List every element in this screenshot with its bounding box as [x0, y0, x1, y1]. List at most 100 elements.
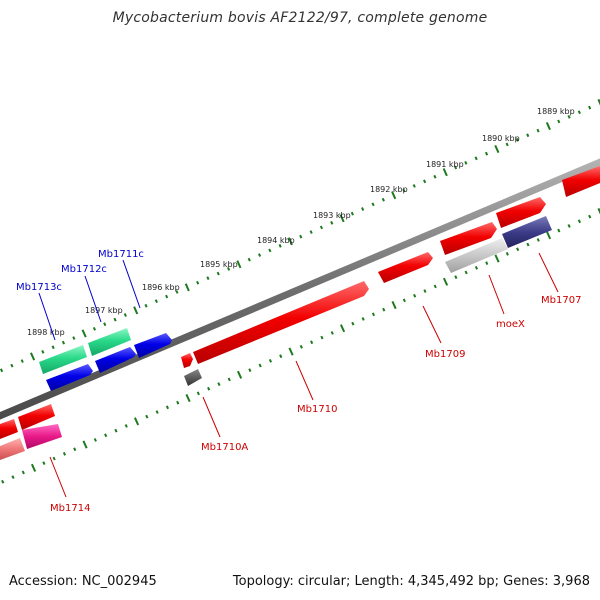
minor-tick — [567, 114, 571, 119]
minor-tick — [526, 133, 530, 138]
major-tick — [133, 306, 139, 315]
gene-arrow-red-upper[interactable] — [440, 222, 497, 255]
minor-tick — [1, 479, 5, 484]
gene-arrow-moex[interactable] — [445, 238, 508, 273]
major-tick — [133, 417, 140, 426]
minor-tick — [11, 475, 15, 480]
minor-tick — [20, 359, 24, 363]
minor-tick — [485, 261, 489, 266]
minor-tick — [268, 248, 272, 253]
leader-moex — [488, 274, 505, 315]
minor-tick — [10, 363, 14, 368]
major-tick — [184, 283, 190, 292]
minor-tick — [422, 179, 427, 184]
major-tick — [288, 347, 294, 356]
major-tick — [236, 260, 242, 269]
minor-tick — [588, 214, 592, 219]
minor-tick — [145, 414, 149, 419]
minor-tick — [413, 293, 417, 298]
major-tick — [287, 237, 294, 246]
scale-label: 1889 kbp — [537, 107, 575, 116]
minor-tick — [207, 386, 211, 391]
minor-tick — [371, 202, 375, 207]
scale-label: 1890 kbp — [482, 134, 520, 143]
minor-tick — [474, 156, 478, 161]
minor-tick — [536, 238, 540, 242]
scale-label: 1891 kbp — [426, 160, 464, 169]
minor-tick — [330, 220, 334, 225]
minor-tick — [402, 298, 406, 303]
gene-arrow-red-small[interactable] — [181, 353, 193, 368]
minor-tick — [217, 382, 221, 386]
minor-tick — [226, 267, 231, 271]
leader-mb1713c — [38, 292, 56, 341]
gene-label-mb1711c: Mb1711c — [98, 249, 144, 260]
major-tick — [339, 324, 346, 333]
scale-label: 1896 kbp — [142, 283, 180, 292]
minor-tick — [155, 410, 159, 414]
scale-labels: 1889 kbp 1890 kbp 1891 kbp 1892 kbp 1893… — [27, 107, 575, 337]
minor-tick — [423, 289, 427, 293]
minor-tick — [515, 137, 520, 142]
gene-arrow-green-2[interactable] — [88, 328, 131, 356]
gene-arrow-mb1714[interactable] — [22, 424, 62, 449]
minor-tick — [247, 257, 251, 262]
gene-arrow-mb1713c[interactable] — [46, 364, 93, 391]
leader-mb1712c — [84, 275, 102, 323]
genome-backbone — [0, 158, 600, 420]
minor-tick — [516, 247, 520, 252]
gene-arrow-mb1711c[interactable] — [134, 333, 172, 358]
gene-arrow-mb1710[interactable] — [193, 281, 369, 364]
minor-tick — [103, 322, 107, 327]
major-tick — [494, 144, 500, 154]
minor-tick — [464, 161, 468, 165]
minor-tick — [175, 290, 179, 294]
gene-arrow-mb1707[interactable] — [562, 166, 600, 197]
major-tick — [82, 440, 88, 449]
minor-tick — [114, 428, 118, 433]
minor-tick — [52, 456, 56, 461]
minor-tick — [279, 354, 283, 359]
minor-tick — [248, 368, 252, 373]
gene-arrow-mb1712c[interactable] — [95, 347, 136, 373]
minor-tick — [42, 461, 46, 466]
gene-label-mb1710: Mb1710 — [297, 404, 337, 415]
gene-arrow-red-left-1[interactable] — [18, 404, 55, 430]
gene-arrow-mb1709[interactable] — [378, 252, 433, 283]
scale-ring-upper — [0, 98, 600, 373]
minor-tick — [412, 184, 416, 188]
minor-tick — [484, 151, 489, 156]
minor-tick — [21, 470, 25, 475]
minor-tick — [113, 317, 117, 322]
major-tick — [391, 300, 397, 310]
minor-tick — [92, 326, 97, 331]
major-tick — [339, 214, 345, 223]
scale-label: 1894 kbp — [257, 236, 295, 245]
minor-tick — [165, 405, 170, 410]
gene-label-mb1710a: Mb1710A — [201, 442, 248, 453]
gene-arrow-mb1710a[interactable] — [184, 369, 202, 386]
scale-ring-lower — [1, 207, 600, 484]
map-title: Mycobacterium bovis AF2122/97, complete … — [112, 10, 488, 26]
gene-arrow-red-left-2[interactable] — [0, 419, 18, 439]
gene-label-moex: moeX — [496, 319, 525, 330]
minor-tick — [361, 207, 365, 211]
major-tick — [494, 254, 500, 263]
accession-text: Accession: NC_002945 — [9, 574, 157, 589]
minor-tick — [257, 253, 262, 257]
minor-tick — [206, 276, 210, 281]
gene-arrow-green-1[interactable] — [39, 345, 87, 374]
minor-tick — [41, 349, 45, 354]
gene-arrow-navy[interactable] — [502, 216, 552, 248]
minor-tick — [526, 242, 530, 247]
gene-arrow-mb1707-b[interactable] — [496, 197, 546, 228]
minor-tick — [176, 400, 180, 405]
gene-label-mb1707: Mb1707 — [541, 295, 581, 306]
minor-tick — [536, 128, 540, 133]
minor-tick — [505, 142, 509, 147]
gene-label-mb1709: Mb1709 — [425, 349, 465, 360]
minor-tick — [433, 284, 437, 289]
gene-arrow-salmon[interactable] — [0, 438, 25, 460]
minor-tick — [453, 165, 458, 170]
